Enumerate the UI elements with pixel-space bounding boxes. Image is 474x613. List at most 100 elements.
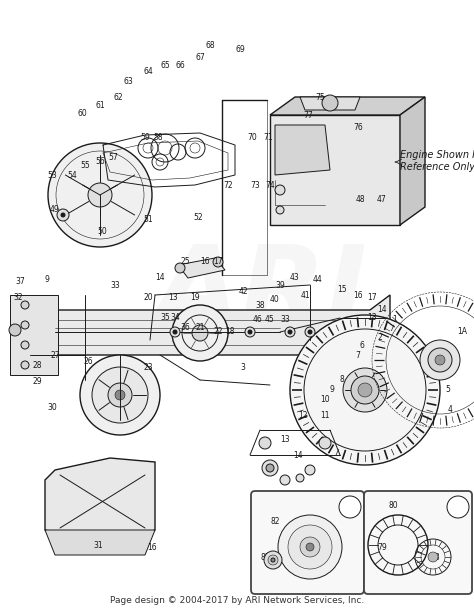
Circle shape xyxy=(170,327,180,337)
Circle shape xyxy=(21,341,29,349)
Text: 81: 81 xyxy=(260,554,270,563)
Text: 4: 4 xyxy=(447,406,453,414)
Text: 80: 80 xyxy=(388,500,398,509)
Text: 1: 1 xyxy=(392,316,397,324)
Text: 68: 68 xyxy=(205,40,215,50)
Text: 40: 40 xyxy=(270,295,280,305)
Text: 59: 59 xyxy=(140,134,150,142)
Text: 14: 14 xyxy=(377,305,387,314)
Text: 7: 7 xyxy=(356,351,360,360)
Text: 47: 47 xyxy=(377,196,387,205)
Polygon shape xyxy=(10,295,58,375)
Text: 38: 38 xyxy=(255,300,265,310)
Text: 36: 36 xyxy=(180,324,190,332)
Circle shape xyxy=(278,515,342,579)
Polygon shape xyxy=(275,125,330,175)
Circle shape xyxy=(285,327,295,337)
Text: 25: 25 xyxy=(180,257,190,267)
Text: 12: 12 xyxy=(298,411,308,419)
Text: 51: 51 xyxy=(143,216,153,224)
Circle shape xyxy=(275,185,285,195)
Text: 60: 60 xyxy=(77,109,87,118)
Text: 21: 21 xyxy=(195,324,205,332)
Circle shape xyxy=(305,465,315,475)
Circle shape xyxy=(248,330,252,334)
FancyBboxPatch shape xyxy=(251,491,364,594)
Circle shape xyxy=(339,496,361,518)
Circle shape xyxy=(428,348,452,372)
Text: 75: 75 xyxy=(315,93,325,102)
Circle shape xyxy=(276,206,284,214)
Circle shape xyxy=(259,437,271,449)
Text: 14: 14 xyxy=(293,451,303,460)
Circle shape xyxy=(262,460,278,476)
Text: 1A: 1A xyxy=(457,327,467,337)
Text: 53: 53 xyxy=(47,170,57,180)
Circle shape xyxy=(173,330,177,334)
Text: Page design © 2004-2017 by ARI Network Services, Inc.: Page design © 2004-2017 by ARI Network S… xyxy=(110,596,364,605)
Text: 10: 10 xyxy=(320,395,330,405)
Circle shape xyxy=(115,390,125,400)
Circle shape xyxy=(308,330,312,334)
Polygon shape xyxy=(270,97,425,115)
Text: Reference Only: Reference Only xyxy=(400,162,474,172)
Circle shape xyxy=(306,543,314,551)
Text: 24: 24 xyxy=(345,503,355,511)
Text: ARI: ARI xyxy=(154,241,367,348)
Text: 71: 71 xyxy=(263,134,273,142)
Text: 31: 31 xyxy=(93,541,103,549)
Text: 33: 33 xyxy=(110,281,120,289)
Text: 8: 8 xyxy=(340,376,345,384)
Circle shape xyxy=(213,257,223,267)
Text: 37: 37 xyxy=(15,278,25,286)
Circle shape xyxy=(80,355,160,435)
Circle shape xyxy=(271,558,275,562)
Circle shape xyxy=(280,475,290,485)
Text: 48: 48 xyxy=(355,196,365,205)
Polygon shape xyxy=(55,295,390,355)
Text: 64: 64 xyxy=(143,67,153,77)
Circle shape xyxy=(319,437,331,449)
Text: 16: 16 xyxy=(353,291,363,300)
Text: 82: 82 xyxy=(270,517,280,527)
Text: 9: 9 xyxy=(45,275,49,284)
Circle shape xyxy=(61,213,65,217)
Text: 70: 70 xyxy=(247,134,257,142)
Text: 39: 39 xyxy=(275,281,285,289)
Text: 15: 15 xyxy=(337,286,347,294)
Text: 34: 34 xyxy=(170,313,180,322)
Circle shape xyxy=(268,555,278,565)
Circle shape xyxy=(296,474,304,482)
Circle shape xyxy=(351,376,379,404)
Circle shape xyxy=(290,315,440,465)
Circle shape xyxy=(300,537,320,557)
Text: 13: 13 xyxy=(168,294,178,302)
Text: 50: 50 xyxy=(97,227,107,237)
Text: 77: 77 xyxy=(303,110,313,120)
Text: 2: 2 xyxy=(378,333,383,343)
Circle shape xyxy=(21,301,29,309)
Text: 9: 9 xyxy=(329,386,335,395)
Text: 58: 58 xyxy=(153,134,163,142)
Circle shape xyxy=(92,367,148,423)
Text: 28: 28 xyxy=(32,360,42,370)
Text: 26: 26 xyxy=(83,357,93,367)
Circle shape xyxy=(9,324,21,336)
Text: 5: 5 xyxy=(446,386,450,395)
Text: 54: 54 xyxy=(67,170,77,180)
Text: 69: 69 xyxy=(235,45,245,55)
Circle shape xyxy=(447,496,469,518)
Circle shape xyxy=(192,325,208,341)
Text: 67: 67 xyxy=(195,53,205,61)
Circle shape xyxy=(322,95,338,111)
Circle shape xyxy=(264,551,282,569)
Text: 23: 23 xyxy=(143,364,153,373)
Text: 76: 76 xyxy=(353,123,363,132)
Text: 11: 11 xyxy=(320,411,330,419)
Text: 44: 44 xyxy=(313,275,323,284)
Polygon shape xyxy=(45,458,155,545)
Text: 52: 52 xyxy=(193,213,203,223)
Text: 29: 29 xyxy=(32,378,42,387)
Text: 42: 42 xyxy=(238,287,248,297)
Text: 46: 46 xyxy=(253,316,263,324)
